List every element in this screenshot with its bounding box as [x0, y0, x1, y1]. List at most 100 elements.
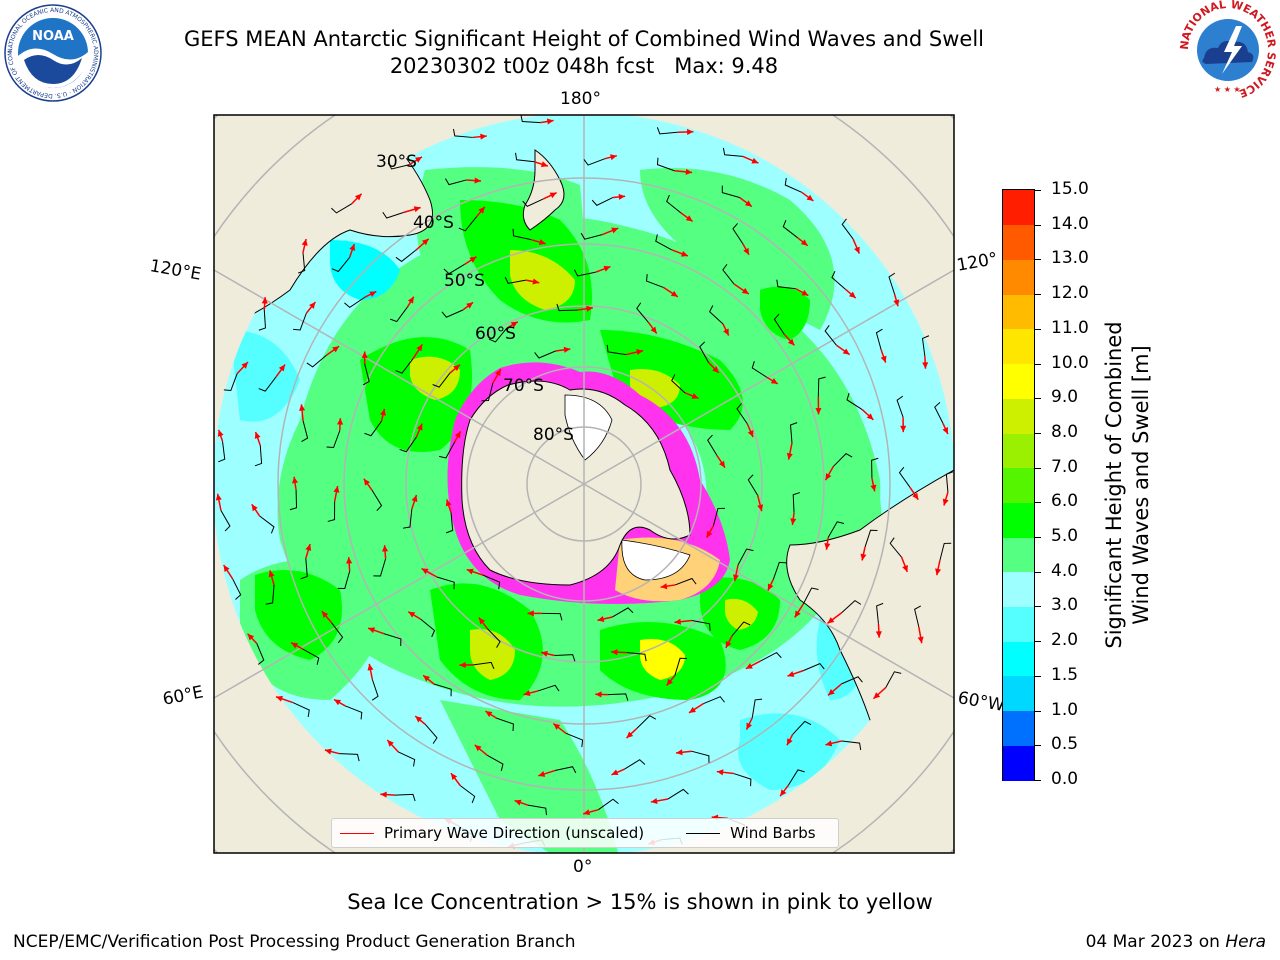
wind-barb	[888, 272, 896, 295]
wind-barb	[387, 162, 410, 170]
wave-arrowhead	[223, 564, 230, 572]
wind-barb	[331, 257, 350, 273]
wave-arrowhead	[299, 404, 306, 411]
colorbar-tick	[1034, 190, 1041, 191]
land-antarctica	[461, 380, 691, 586]
colorbar-tick-label: 2.0	[1051, 630, 1079, 651]
wave-arrowhead	[685, 215, 693, 222]
wind-barb	[527, 804, 547, 816]
wind-barb	[864, 529, 878, 548]
wave-arrowhead	[454, 431, 461, 439]
wave-arrowhead	[611, 649, 618, 656]
wave-arrowhead	[790, 518, 797, 525]
colorbar-tick	[1034, 606, 1041, 608]
wave-arrowhead	[650, 797, 658, 804]
wind-barb	[691, 620, 711, 631]
colorbar-tick-label: 5.0	[1051, 526, 1079, 547]
wind-barb	[733, 773, 752, 787]
wave-arrowhead	[527, 610, 534, 617]
wave-arrowhead	[743, 247, 749, 255]
wind-barb	[439, 441, 456, 459]
wind-barb	[656, 127, 678, 135]
wave-arrowhead	[305, 544, 312, 551]
wave-arrowhead	[546, 118, 554, 125]
colorbar-tick	[1034, 328, 1041, 330]
wind-barb	[709, 305, 724, 325]
wave-arrowhead	[611, 227, 619, 234]
wave-arrowhead	[445, 499, 452, 507]
noaa-logo-text: NOAA	[32, 29, 74, 44]
wave-arrowhead	[532, 278, 540, 285]
wind-barb	[624, 759, 646, 770]
wave-arrowhead	[827, 617, 835, 624]
colorbar-tick	[1034, 467, 1041, 469]
wave-arrowhead	[241, 362, 248, 369]
wave-arrowhead	[935, 568, 942, 576]
wave-arrowhead	[553, 723, 561, 730]
wave-arrowhead	[747, 430, 754, 438]
colorbar-label: Significant Height of Combined Wind Wave…	[1101, 265, 1155, 705]
colorbar-tick-label: 15.0	[1051, 179, 1089, 199]
colorbar-label-line1: Significant Height of Combined	[1102, 321, 1126, 649]
wind-barb	[841, 740, 862, 751]
wave-arrowhead	[670, 290, 678, 297]
wave-arrowhead	[650, 326, 657, 334]
wind-barb	[459, 785, 476, 804]
host-name: Hera	[1225, 932, 1266, 952]
wind-barb	[254, 445, 263, 467]
wind-barb	[656, 157, 675, 172]
wind-barb	[371, 679, 379, 701]
wave-arrowhead	[368, 627, 376, 634]
lat-label-60s: 60°S	[475, 324, 516, 344]
wind-barb	[699, 341, 709, 363]
colorbar-tick	[1034, 537, 1041, 539]
wind-barb	[402, 509, 413, 529]
wave-arrowhead	[337, 418, 344, 425]
wind-barb	[885, 671, 902, 688]
colorbar-segment	[1003, 571, 1034, 608]
wind-barb	[841, 218, 854, 240]
wave-arrowhead	[346, 557, 353, 564]
colorbar-tick-label: 1.5	[1051, 664, 1079, 685]
wave-arrowhead	[828, 689, 835, 696]
colorbar-tick-label: 10.0	[1051, 352, 1089, 373]
wind-barb	[731, 621, 751, 636]
wave-arrowhead	[254, 431, 261, 439]
colorbar-tick	[1034, 780, 1041, 781]
wave-arrowhead	[902, 564, 908, 572]
wind-barb	[671, 374, 686, 394]
wave-arrowhead	[251, 504, 258, 512]
colorbar-tick	[1034, 710, 1041, 712]
colorbar-segment	[1003, 398, 1034, 434]
wave-arrowhead	[416, 423, 423, 431]
wave-arrowhead	[380, 408, 386, 416]
wave-arrowhead	[538, 239, 546, 245]
colorbar-tick	[1034, 675, 1041, 677]
wave-arrowhead	[767, 583, 774, 591]
colorbar-label-line2: Wind Waves and Swell [m]	[1129, 345, 1153, 625]
wave-arrowhead	[292, 476, 299, 484]
wave-arrowhead	[680, 250, 688, 257]
wave-arrowhead	[825, 740, 833, 747]
wave-arrowhead	[706, 530, 713, 538]
wind-barb	[824, 325, 837, 346]
lat-label-80s: 80°S	[533, 425, 574, 445]
wind-barb	[773, 313, 785, 335]
wind-barb	[362, 363, 370, 386]
wind-barb	[504, 276, 527, 284]
wave-arrowhead	[361, 351, 368, 358]
colorbar-tick	[1034, 363, 1041, 365]
wind-barb	[580, 232, 603, 240]
wind-barb	[556, 303, 578, 312]
colorbar-tick-label: 0.5	[1051, 734, 1079, 755]
wave-arrowhead	[870, 484, 877, 492]
colorbar-segment	[1003, 432, 1034, 469]
wave-arrowhead	[942, 498, 949, 506]
legend-item-wave: Primary Wave Direction (unscaled)	[332, 824, 644, 842]
wind-barb	[256, 643, 265, 665]
wave-arrowhead	[744, 200, 752, 207]
wave-arrowhead	[723, 328, 729, 336]
wind-barb	[443, 264, 465, 275]
wind-barb	[674, 657, 688, 676]
wave-arrowhead	[912, 492, 919, 500]
